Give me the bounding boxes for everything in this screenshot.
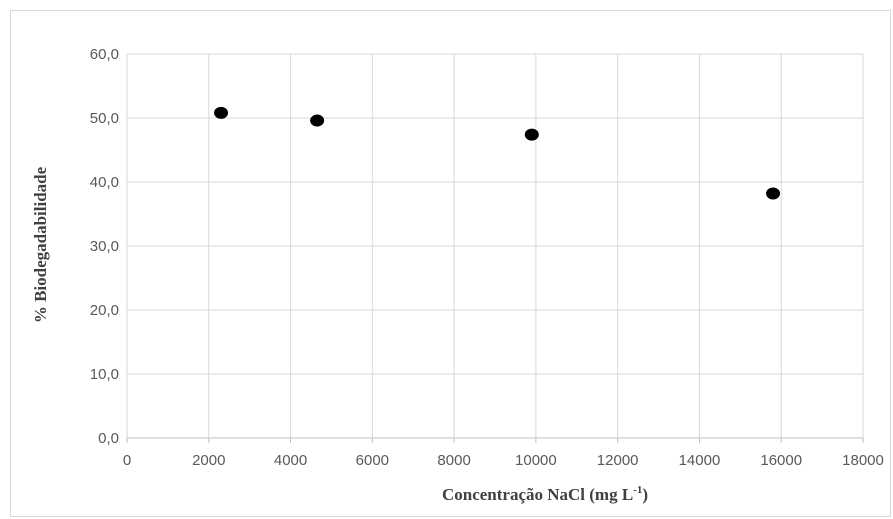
y-tick-label: 60,0: [90, 46, 119, 63]
x-tick-label: 18000: [842, 452, 884, 469]
x-tick-label: 2000: [192, 452, 225, 469]
chart-frame: [10, 10, 891, 517]
y-tick-label: 0,0: [98, 430, 119, 447]
x-tick-label: 4000: [274, 452, 307, 469]
x-axis-title-tail: ): [642, 485, 648, 504]
x-tick-labels: 0 2000 4000 6000 8000 10000 12000 14000 16000 180…: [123, 452, 884, 469]
x-tick-label: 10000: [515, 452, 557, 469]
x-axis-title-sup: -1: [633, 484, 642, 496]
x-tick-label: 14000: [679, 452, 721, 469]
y-axis-title: % Biodegadabilidade: [31, 166, 50, 323]
x-tick-label: 0: [123, 452, 131, 469]
grid-lines: [126, 53, 864, 443]
y-tick-label: 50,0: [90, 110, 119, 127]
y-tick-label: 30,0: [90, 238, 119, 255]
x-axis-title: Concentração NaCl (mg L-1): [442, 484, 648, 504]
x-tick-label: 12000: [597, 452, 639, 469]
x-tick-label: 8000: [437, 452, 470, 469]
y-tick-label: 40,0: [90, 174, 119, 191]
data-points: [214, 106, 781, 200]
x-axis-title-main: Concentração NaCl (mg L: [442, 485, 633, 504]
x-tick-label: 6000: [356, 452, 389, 469]
y-tick-labels: 0,0 10,0 20,0 30,0 40,0 50,0 60,0: [90, 46, 119, 447]
y-tick-label: 20,0: [90, 302, 119, 319]
data-point: [766, 187, 781, 200]
data-point: [310, 114, 325, 127]
data-point: [214, 106, 229, 119]
x-tick-label: 16000: [760, 452, 802, 469]
data-point: [524, 128, 539, 141]
y-tick-label: 10,0: [90, 366, 119, 383]
